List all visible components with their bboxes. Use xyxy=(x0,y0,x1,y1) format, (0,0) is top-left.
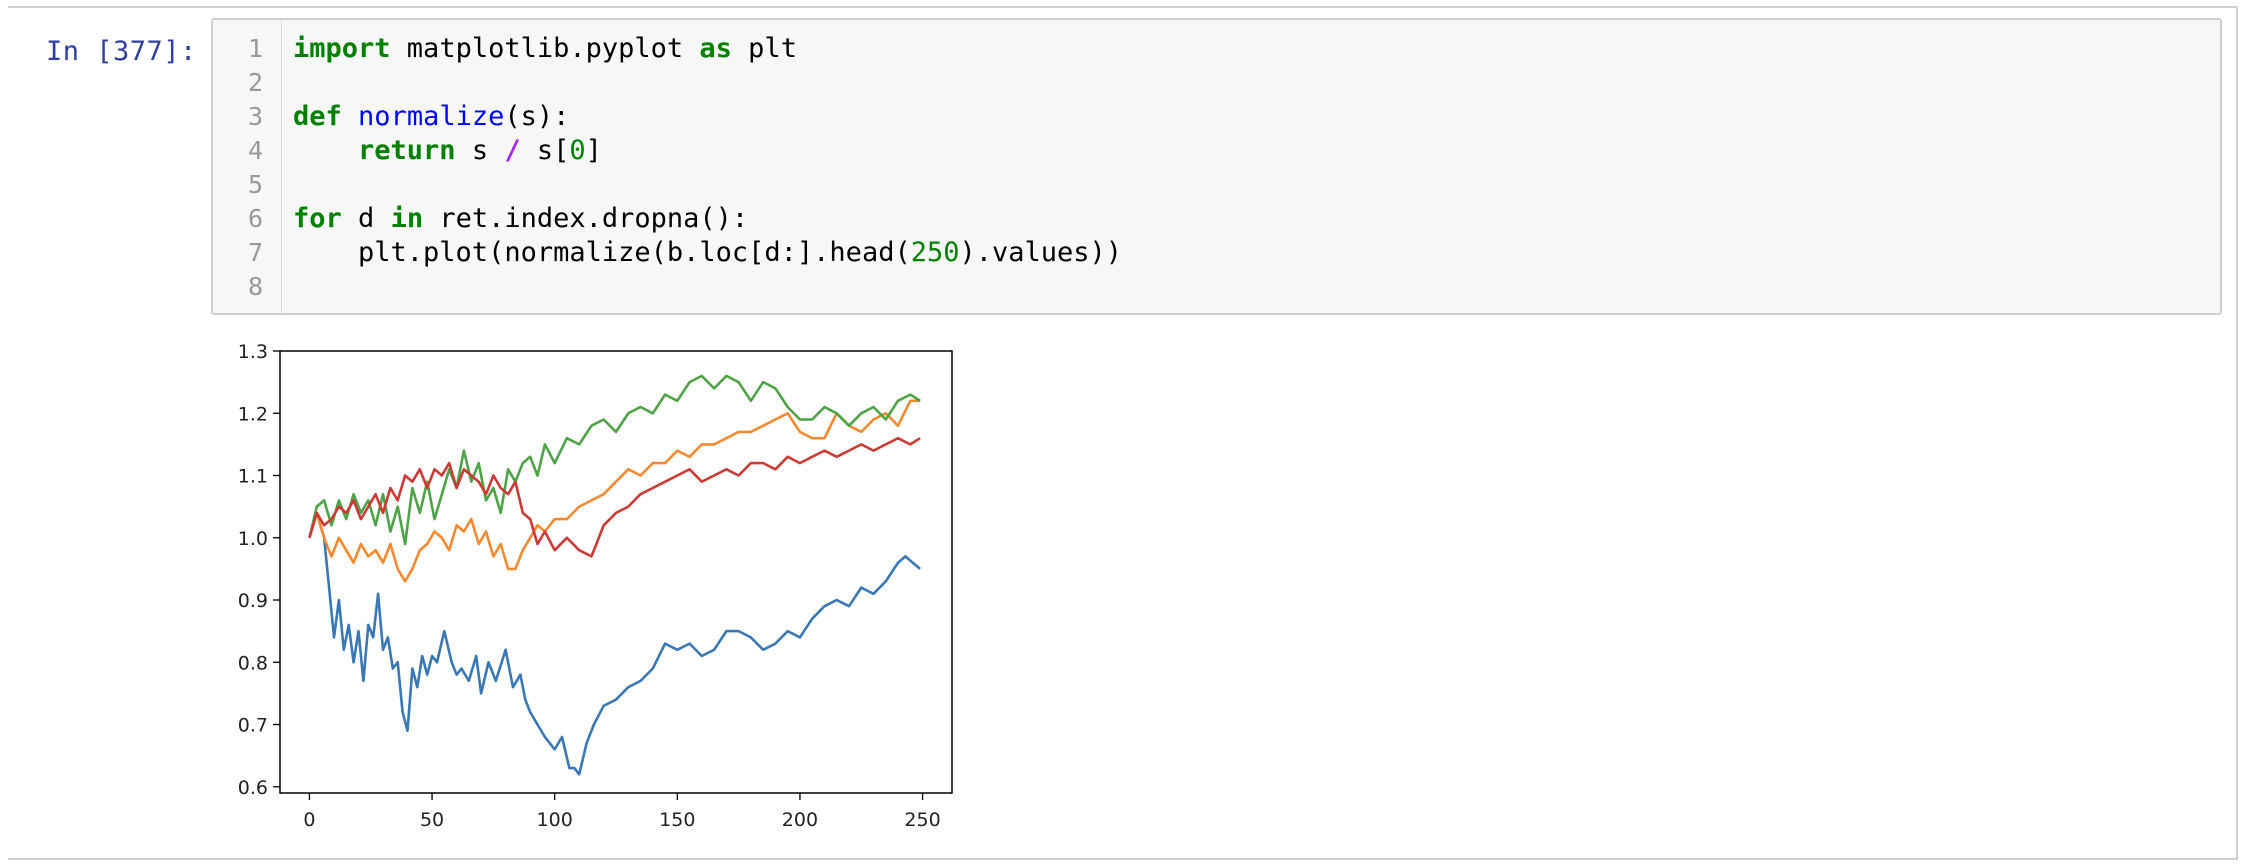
line-number: 8 xyxy=(247,272,263,301)
x-tick-label: 100 xyxy=(537,809,573,830)
x-tick-label: 0 xyxy=(303,809,315,830)
series-line-4 xyxy=(308,436,921,558)
code-token xyxy=(293,135,358,166)
y-tick-label: 0.9 xyxy=(238,590,268,612)
line-number: 7 xyxy=(247,238,263,267)
code-token: normalize xyxy=(358,101,505,132)
line-number: 3 xyxy=(247,102,263,131)
y-tick-label: 1.3 xyxy=(238,341,268,363)
code-token: ret.index.dropna(): xyxy=(423,203,749,234)
code-token: as xyxy=(699,33,732,64)
code-token xyxy=(342,101,358,132)
line-chart: 0.6 0.7 0.8 0.9 1.0 1.1 1.2 1.3 0 50 100 150 200 250 xyxy=(238,341,953,831)
line-number-gutter: 1 2 3 4 5 6 7 8 xyxy=(213,20,282,313)
code-token: ).values)) xyxy=(959,237,1123,268)
code-token: import xyxy=(293,33,391,64)
code-token: ] xyxy=(585,135,602,166)
x-tick-label: 250 xyxy=(904,809,940,830)
y-tick-label: 1.1 xyxy=(238,466,268,488)
code-token: / xyxy=(504,135,521,166)
plot-background xyxy=(280,351,952,793)
code-line[interactable]: return s / s[0] xyxy=(293,134,602,168)
input-prompt: In [377]: xyxy=(46,36,197,67)
line-number: 2 xyxy=(247,68,263,97)
code-token: matplotlib.pyplot xyxy=(390,33,700,64)
code-token: s xyxy=(455,135,505,166)
line-number: 5 xyxy=(247,170,263,199)
series-line-1 xyxy=(308,511,921,776)
line-number: 4 xyxy=(247,136,263,165)
plot-frame xyxy=(279,350,953,794)
code-token: s[ xyxy=(520,135,570,166)
x-tick-label: 200 xyxy=(782,809,818,830)
code-line[interactable]: import matplotlib.pyplot as plt xyxy=(293,32,797,66)
ticks-layer: 0.6 0.7 0.8 0.9 1.0 1.1 1.2 1.3 0 50 100 150 200 250 xyxy=(238,341,941,831)
series-layer xyxy=(308,374,921,776)
code-token: d xyxy=(341,203,391,234)
x-tick-label: 50 xyxy=(420,809,444,830)
y-tick-label: 0.7 xyxy=(238,715,268,737)
y-tick-label: 0.8 xyxy=(238,652,268,674)
code-token: def xyxy=(293,101,342,132)
code-input-area[interactable]: 1 2 3 4 5 6 7 8 import matplotlib.pyplot as plt… xyxy=(211,18,2222,315)
y-tick-label: 1.0 xyxy=(238,528,268,550)
code-token: 250 xyxy=(910,237,960,268)
code-line[interactable]: def normalize(s): xyxy=(293,100,569,134)
code-token: return xyxy=(358,135,456,166)
code-line[interactable]: plt.plot(normalize(b.loc[d:].head(250).v… xyxy=(293,236,1122,270)
code-token: for xyxy=(293,203,342,234)
output-area: 0.6 0.7 0.8 0.9 1.0 1.1 1.2 1.3 0 50 100 150 200 250 xyxy=(211,330,971,831)
series-line-2 xyxy=(308,399,921,583)
code-line[interactable]: for d in ret.index.dropna(): xyxy=(293,202,748,236)
line-number: 6 xyxy=(247,204,263,233)
code-token: plt.plot(normalize(b.loc[d:].head( xyxy=(293,237,911,268)
line-number: 1 xyxy=(247,34,263,63)
code-token: (s): xyxy=(504,101,570,132)
series-line-3 xyxy=(308,374,921,546)
code-token: 0 xyxy=(569,135,586,166)
x-tick-label: 150 xyxy=(659,809,695,830)
code-token: plt xyxy=(731,33,797,64)
y-tick-label: 0.6 xyxy=(238,777,268,799)
code-token: in xyxy=(390,203,424,234)
y-tick-label: 1.2 xyxy=(238,403,268,425)
